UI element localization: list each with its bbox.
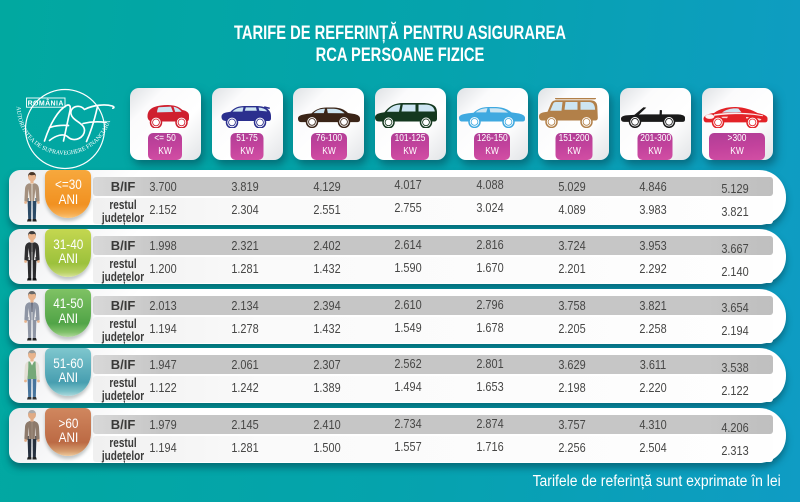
svg-text:AUTORITATEA DE SUPRAVEGHERE FI: AUTORITATEA DE SUPRAVEGHERE FINANCIARĂ [15,106,113,156]
svg-text:ROMÂNIA: ROMÂNIA [28,98,64,107]
